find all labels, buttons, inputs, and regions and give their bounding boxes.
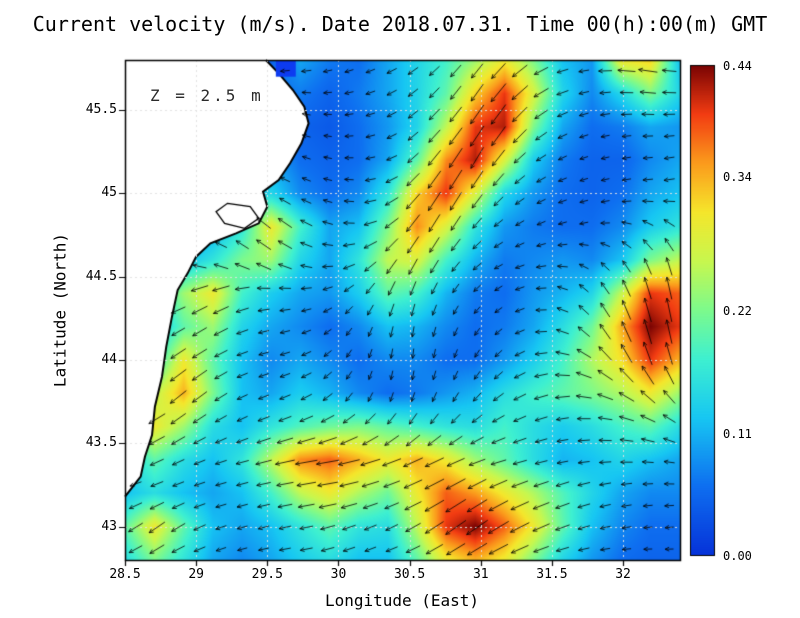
y-tick-label: 45 bbox=[101, 185, 117, 201]
colorbar-tick-label: 0.34 bbox=[723, 170, 752, 185]
colorbar-tick-label: 0.44 bbox=[723, 59, 752, 73]
colorbar-tick-label: 0.00 bbox=[723, 549, 752, 563]
x-tick-label: 29 bbox=[188, 567, 204, 582]
x-tick-label: 30 bbox=[330, 567, 347, 582]
x-tick-label: 30.5 bbox=[393, 567, 426, 582]
x-tick-label: 31.5 bbox=[536, 567, 568, 582]
colorbar-tick-label: 0.11 bbox=[723, 426, 752, 441]
x-tick-label: 29.5 bbox=[251, 567, 283, 582]
x-tick-label: 31 bbox=[472, 567, 489, 582]
y-tick-label: 43.5 bbox=[85, 435, 117, 451]
y-tick-label: 43 bbox=[101, 518, 117, 534]
chart-title: Current velocity (m/s). Date 2018.07.31.… bbox=[32, 12, 768, 36]
y-tick-label: 44 bbox=[101, 352, 117, 367]
x-tick-label: 32 bbox=[615, 567, 631, 582]
y-tick-label: 45.5 bbox=[85, 102, 117, 117]
colorbar-tick-label: 0.22 bbox=[723, 304, 752, 318]
depth-annotation: Z = 2.5 m bbox=[150, 86, 264, 105]
y-tick-label: 44.5 bbox=[85, 268, 117, 284]
x-tick-label: 28.5 bbox=[109, 567, 141, 582]
x-axis-label: Longitude (East) bbox=[324, 591, 480, 610]
